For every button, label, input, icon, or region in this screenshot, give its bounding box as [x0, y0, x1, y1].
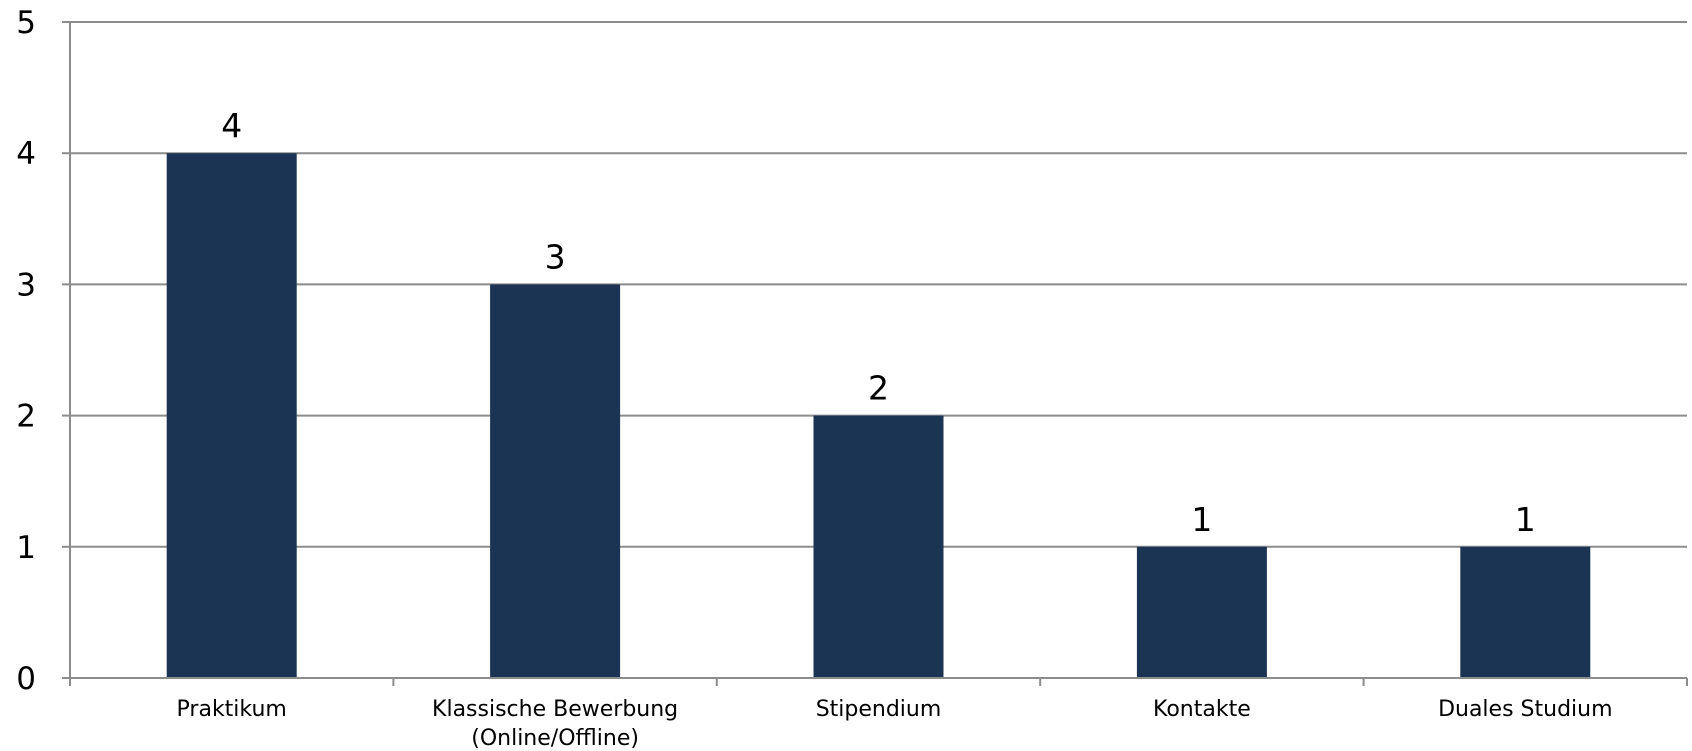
y-tick-label: 2	[16, 399, 36, 435]
y-tick-label: 1	[16, 530, 36, 566]
y-tick-label: 4	[16, 136, 36, 172]
category-label: (Online/Offline)	[471, 726, 639, 751]
bar	[166, 153, 297, 678]
bar	[490, 284, 621, 678]
bar	[1460, 546, 1591, 678]
category-labels: Praktikum Klassische Bewerbung (Online/Off…	[177, 697, 1613, 751]
data-labels: 4 3 2 1 1	[221, 106, 1536, 539]
data-label: 1	[1515, 500, 1536, 539]
y-tick-label: 3	[16, 267, 36, 303]
bar	[813, 415, 944, 678]
axes	[62, 21, 1688, 686]
y-tick-label: 0	[16, 661, 36, 697]
y-tick-label: 5	[16, 5, 36, 41]
category-label: Klassische Bewerbung	[432, 697, 678, 722]
data-label: 3	[545, 237, 566, 276]
category-label: Stipendium	[816, 697, 942, 722]
data-label: 4	[221, 106, 242, 145]
category-label: Duales Studium	[1438, 697, 1612, 722]
bars	[166, 153, 1591, 678]
category-label: Kontakte	[1153, 697, 1251, 722]
data-label: 1	[1191, 500, 1212, 539]
category-label: Praktikum	[177, 697, 287, 722]
data-label: 2	[868, 369, 889, 408]
bar	[1136, 546, 1267, 678]
gridlines	[70, 21, 1687, 548]
y-tick-labels: 0 1 2 3 4 5	[16, 5, 36, 697]
